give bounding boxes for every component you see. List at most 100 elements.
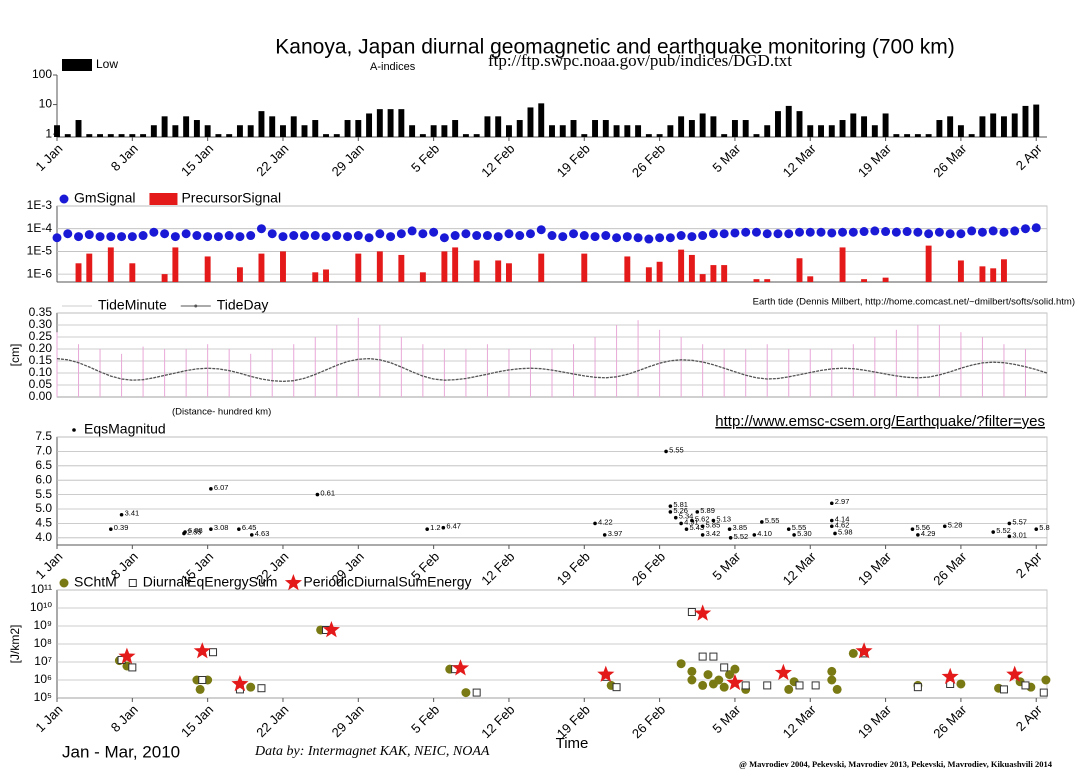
point-label: 5.62 [695,515,710,524]
line [56,357,1048,383]
bar [839,120,846,137]
point [95,232,105,242]
point [668,510,673,514]
point-label: 6.07 [214,483,229,492]
bar [64,134,71,137]
bar [828,125,835,137]
bar [172,247,179,282]
bar [140,134,147,137]
bar [538,103,545,137]
y-tick-label: 100 [32,67,52,81]
bar [957,260,964,282]
bar [419,272,426,282]
bar [86,134,93,137]
y-tick-label: 1E-6 [27,266,53,280]
x-tick-label: 12 Feb [478,549,517,588]
point [633,233,643,243]
point-label: 1.2 [430,523,440,532]
point-label: 5.52 [996,526,1011,535]
point-label: 3.97 [608,529,623,538]
point [687,675,697,685]
bar [269,116,276,137]
y-tick-label: 0.15 [29,353,53,367]
y-tick-label: 1E-4 [27,221,53,235]
point-label: 5.55 [765,516,780,525]
point-label: 4.29 [921,529,936,538]
legend-swatch [149,193,178,205]
chart-panel: 10⁵ 10⁶ 10⁷ 10⁸ 10⁹ 10¹⁰ 10¹¹ 1 Jan 8 Jan 15 Jan 2… [8,574,1051,752]
point [439,233,449,243]
point [170,232,180,242]
point [1006,665,1024,682]
bar [419,134,426,137]
credit: Data by: Intermagnet KAK, NEIC, NOAA [254,744,490,759]
bar [581,253,588,282]
point [945,229,955,239]
y-tick-label: 0.35 [29,305,53,319]
point [472,231,482,241]
point [396,229,406,239]
bar [333,134,340,137]
point-label: 4.10 [757,529,772,538]
x-tick-label: 5 Mar [709,701,744,736]
bar [645,267,652,282]
link[interactable]: http://www.emsc-csem.org/Earthquake/?fil… [715,413,1045,430]
point [429,227,439,237]
point [763,681,772,690]
bar [635,125,642,137]
y-tick-label: 0.05 [29,377,53,391]
point-label: 5.55 [669,445,684,454]
point [644,234,654,244]
y-tick-label: 1E-3 [27,198,53,212]
point-label: 5.26 [673,506,688,515]
legend-swatch [284,574,302,591]
x-tick-label: 5 Feb [408,141,442,175]
bar [54,125,60,137]
point [74,232,84,242]
bar [183,116,190,137]
x-tick-label: 2 Apr [1013,701,1046,734]
legend-swatch [128,579,137,587]
panel-note: Earth tide (Dennis Milbert, http://home.… [753,297,1075,308]
point [694,604,712,621]
bar [215,134,222,137]
point [805,227,815,237]
point [117,232,127,242]
point [698,652,707,661]
point [913,683,922,692]
bar [247,125,254,137]
point [956,229,966,239]
bar [882,113,889,137]
point [109,527,113,531]
point [811,681,820,690]
bar [656,134,663,137]
point [1020,224,1030,234]
point [741,681,750,690]
bar [764,279,771,282]
bar [430,125,437,137]
bar [721,134,728,137]
legend-label: DiurnalEqEnergySum [143,574,278,590]
y-tick-label: 10⁸ [34,636,52,650]
point-label: 5.56 [915,523,930,532]
point [855,642,873,659]
point [515,231,525,241]
bar [1011,113,1018,137]
bar [925,134,932,137]
y-tick-label: 7.0 [35,444,52,458]
point [668,504,673,508]
bar [688,254,695,282]
bar [936,120,943,137]
point [727,527,732,531]
point [192,231,202,241]
chart-panel: 0.000.050.100.150.200.250.300.35 Earth ti… [8,297,1075,404]
point [934,227,944,237]
point [612,233,622,243]
y-tick-label: 0.25 [29,329,53,343]
point [249,533,254,537]
point [816,227,826,237]
point [461,229,471,239]
bar [893,134,900,137]
point-label: 6.88 [188,526,203,535]
x-tick-label: 26 Mar [930,548,970,588]
